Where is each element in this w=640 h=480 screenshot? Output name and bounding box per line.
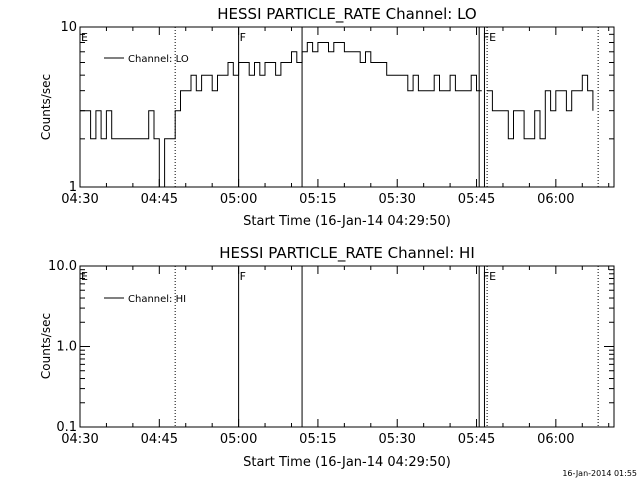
- panel-lo-x-label: Start Time (16-Jan-14 04:29:50): [243, 214, 451, 229]
- panel-hi-legend-label: Channel: HI: [128, 294, 186, 305]
- panel-lo-frame: [79, 26, 615, 188]
- panel-lo-y-ticks: 1 10: [60, 20, 614, 195]
- panel-hi-x-tick-label-2: 05:00: [220, 432, 257, 447]
- panel-hi-x-tick-label-3: 05:15: [299, 432, 336, 447]
- panel-hi-x-tick-label-5: 05:45: [458, 432, 495, 447]
- panel-lo-y-label: Counts/sec: [39, 74, 53, 140]
- panel-hi-y-ticks: 0.1 1.0 10.0: [48, 259, 614, 435]
- panel-hi-title: HESSI PARTICLE_RATE Channel: HI: [219, 244, 475, 263]
- panel-hi-x-tick-label-1: 04:45: [141, 432, 178, 447]
- panel-hi-x-ticks: 04:30 04:45 05:00 05:15 05:30 05:45 06:00: [61, 266, 610, 447]
- panel-hi-x-tick-label-6: 06:00: [537, 432, 574, 447]
- panel-lo-y-tick-label-0: 1: [69, 180, 77, 195]
- panel-lo-x-ticks: 04:30 04:45 05:00 05:15 05:30 05:45 06:00: [61, 27, 610, 207]
- panel-lo-series-segment-1: [487, 74, 594, 140]
- panel-hi-vlines: [174, 266, 599, 427]
- panel-lo-legend-label: Channel: LO: [128, 54, 189, 65]
- panel-hi-flag-0: E: [81, 270, 88, 283]
- panel-lo-markers: E F FE: [81, 31, 496, 44]
- panel-lo: HESSI PARTICLE_RATE Channel: LO 04:30 04:…: [39, 5, 615, 229]
- panel-hi-frame: [79, 265, 615, 428]
- panel-lo-vlines: [174, 27, 599, 187]
- panel-hi-x-tick-label-4: 05:30: [378, 432, 415, 447]
- panel-lo-x-tick-label-3: 05:15: [299, 192, 336, 207]
- panel-hi: HESSI PARTICLE_RATE Channel: HI 04:30 04:…: [39, 244, 615, 470]
- timestamp-stamp: 16-Jan-2014 01:55: [562, 469, 637, 478]
- panel-lo-x-tick-label-5: 05:45: [458, 192, 495, 207]
- panel-hi-flag-2: FE: [483, 270, 496, 283]
- panel-lo-flag-2: FE: [483, 31, 496, 44]
- panel-lo-y-tick-label-1: 10: [60, 20, 77, 35]
- panel-lo-series-segment-0: [80, 42, 482, 188]
- panel-lo-flag-1: F: [240, 31, 246, 44]
- panel-lo-flag-0: E: [81, 31, 88, 44]
- panel-lo-series: [80, 42, 594, 188]
- panel-lo-x-tick-label-6: 06:00: [537, 192, 574, 207]
- panel-hi-y-label: Counts/sec: [39, 313, 53, 379]
- panel-hi-y-tick-label-1: 1.0: [56, 340, 77, 355]
- panel-lo-x-tick-label-4: 05:30: [378, 192, 415, 207]
- panel-lo-x-tick-label-0: 04:30: [61, 192, 98, 207]
- panel-hi-y-tick-label-0: 0.1: [56, 420, 77, 435]
- panel-hi-flag-1: F: [240, 270, 246, 283]
- panel-lo-title: HESSI PARTICLE_RATE Channel: LO: [217, 5, 476, 24]
- panel-hi-y-tick-label-2: 10.0: [48, 259, 77, 274]
- panel-hi-markers: E F FE: [81, 270, 496, 283]
- panel-lo-x-tick-label-1: 04:45: [141, 192, 178, 207]
- panel-hi-x-label: Start Time (16-Jan-14 04:29:50): [243, 455, 451, 470]
- panel-lo-x-tick-label-2: 05:00: [220, 192, 257, 207]
- panel-hi-x-tick-label-0: 04:30: [61, 432, 98, 447]
